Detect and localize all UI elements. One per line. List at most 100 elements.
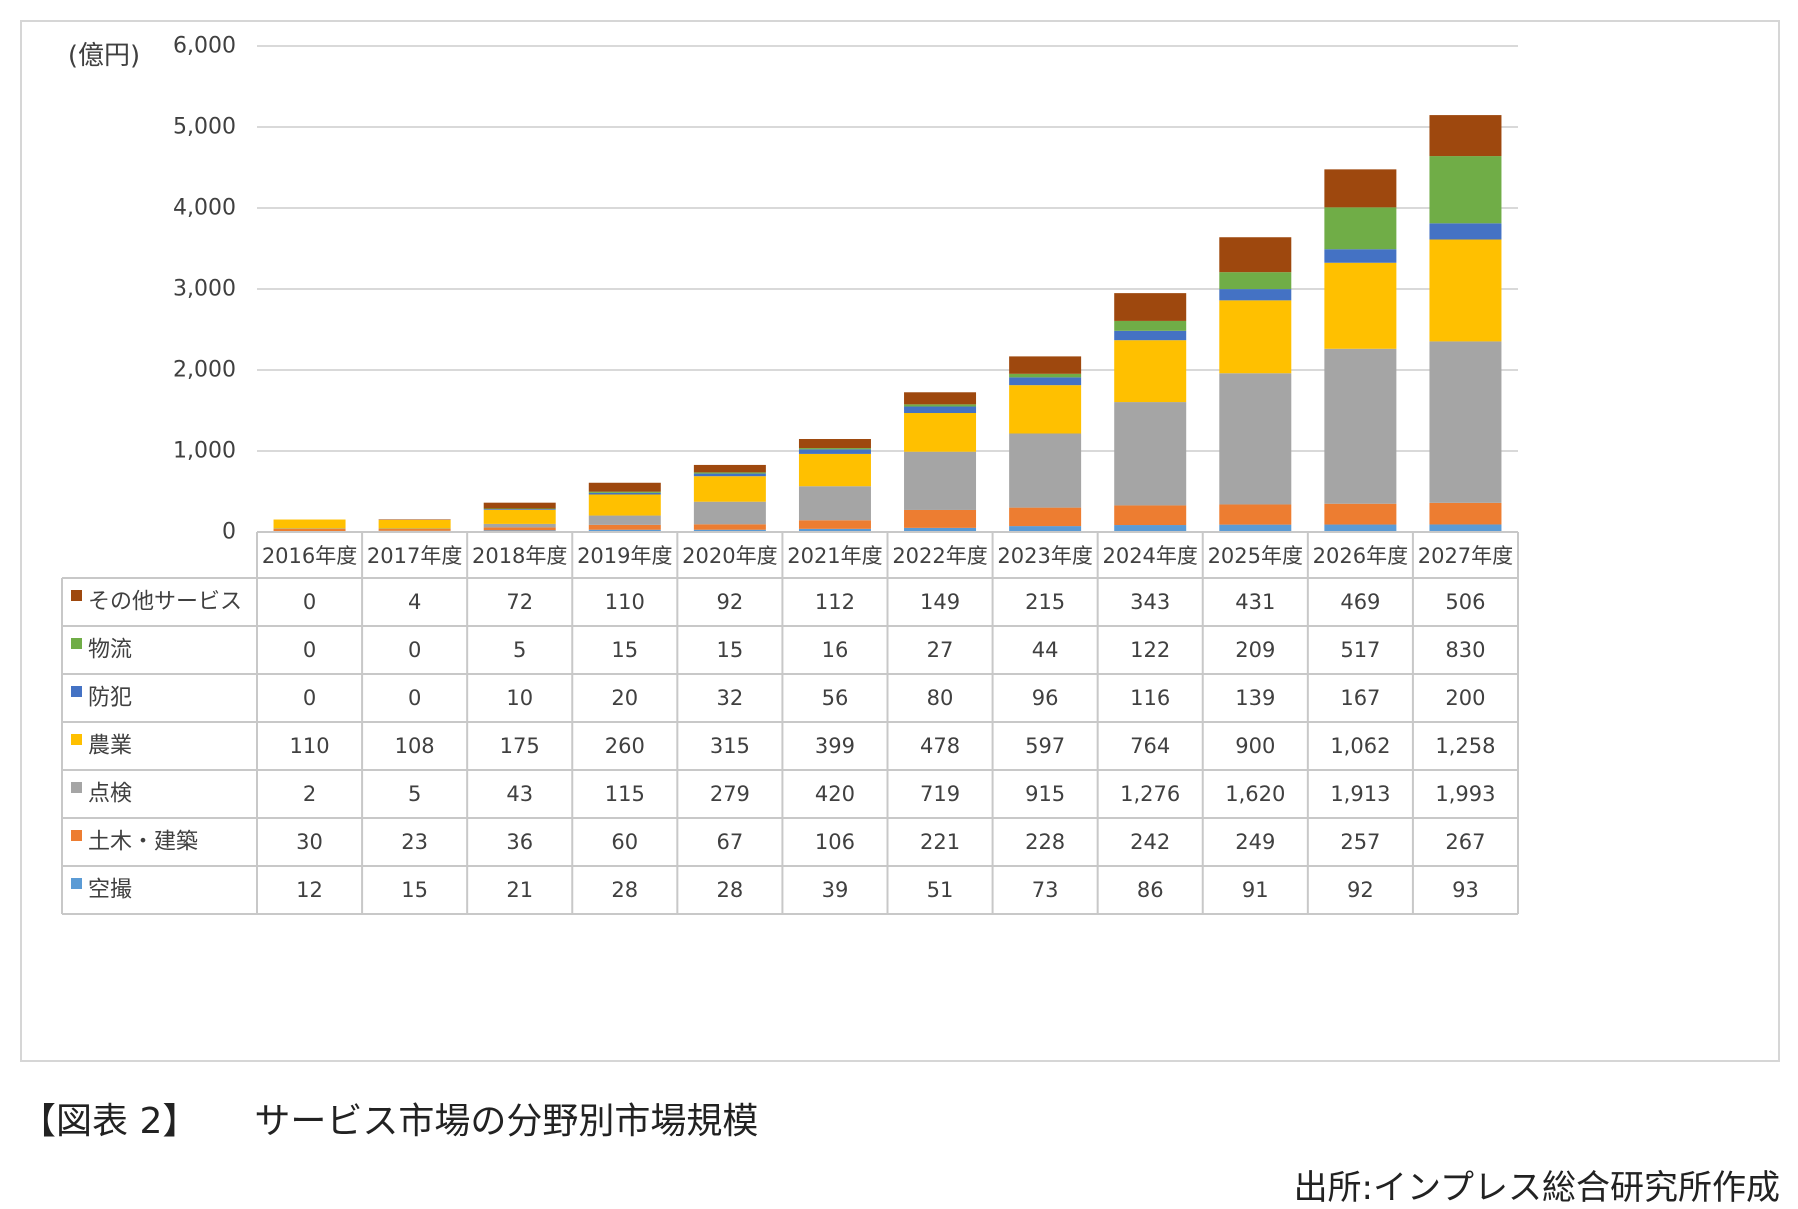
bar-segment xyxy=(693,524,766,530)
bar-segment xyxy=(798,453,871,487)
bar-segment xyxy=(588,491,661,493)
table-cell-value: 72 xyxy=(506,590,533,614)
bar-segment xyxy=(1429,223,1502,240)
table-cell-value: 115 xyxy=(605,782,645,806)
bar-segment xyxy=(693,476,766,502)
table-cell-value: 209 xyxy=(1235,638,1275,662)
bar-segment xyxy=(588,492,661,495)
bar-segment xyxy=(693,473,766,477)
table-cell-value: 431 xyxy=(1235,590,1275,614)
table-cell-value: 215 xyxy=(1025,590,1065,614)
bar-segment xyxy=(483,508,556,510)
table-cell-value: 279 xyxy=(710,782,750,806)
table-cell-value: 469 xyxy=(1340,590,1380,614)
y-tick-label: 2,000 xyxy=(173,358,236,383)
table-cell-value: 110 xyxy=(605,590,645,614)
bar-segment xyxy=(483,523,556,528)
bar-segment xyxy=(798,439,871,449)
y-tick-label: 1,000 xyxy=(173,439,236,464)
table-cell-value: 110 xyxy=(289,734,329,758)
bar-segment xyxy=(798,448,871,450)
legend-label: 点検 xyxy=(88,782,132,807)
table-cell-value: 116 xyxy=(1130,686,1170,710)
x-category-label: 2021年度 xyxy=(787,544,882,568)
bar-segment xyxy=(798,486,871,521)
x-category-label: 2016年度 xyxy=(262,544,357,568)
y-tick-label: 5,000 xyxy=(173,115,236,140)
bar-segment xyxy=(1009,377,1082,386)
table-cell-value: 399 xyxy=(815,734,855,758)
bar-segment xyxy=(904,527,977,532)
table-cell-value: 1,258 xyxy=(1435,734,1495,758)
table-cell-value: 73 xyxy=(1032,878,1059,902)
bar-segment xyxy=(1114,505,1187,526)
table-cell-value: 15 xyxy=(611,638,638,662)
table-cell-value: 32 xyxy=(717,686,744,710)
bar-segment xyxy=(378,519,451,520)
table-cell-value: 108 xyxy=(395,734,435,758)
legend-label: その他サービス xyxy=(88,590,242,615)
figure-title: サービス市場の分野別市場規模 xyxy=(254,1101,759,1142)
table-cell-value: 139 xyxy=(1235,686,1275,710)
y-tick-label: 6,000 xyxy=(173,34,236,59)
table-cell-value: 96 xyxy=(1032,686,1059,710)
table-cell-value: 478 xyxy=(920,734,960,758)
bar-segment xyxy=(1429,341,1502,503)
table-cell-value: 16 xyxy=(822,638,849,662)
table-cell-value: 91 xyxy=(1242,878,1269,902)
bar-segment xyxy=(1114,320,1187,331)
bar-segment xyxy=(1009,507,1082,527)
stacked-bar-chart: (億円) 0 1,000 2,000 3,000 4,000 5,000 6,000 2016年… xyxy=(61,34,1519,915)
bar-segment xyxy=(1219,300,1292,374)
table-cell-value: 1,993 xyxy=(1435,782,1495,806)
table-cell-value: 39 xyxy=(822,878,849,902)
table-cell-value: 175 xyxy=(500,734,540,758)
bar-segment xyxy=(1429,115,1502,157)
bar-segment xyxy=(693,501,766,525)
table-cell-value: 242 xyxy=(1130,830,1170,854)
x-category-label: 2017年度 xyxy=(367,544,462,568)
bar-segment xyxy=(1219,237,1292,273)
table-cell-value: 122 xyxy=(1130,638,1170,662)
bar-segment xyxy=(378,528,451,531)
table-cell-value: 1,913 xyxy=(1330,782,1390,806)
bar-segment xyxy=(1009,433,1082,508)
table-cell-value: 28 xyxy=(611,878,638,902)
bar-segment xyxy=(693,529,766,532)
x-category-label: 2024年度 xyxy=(1102,544,1197,568)
bar-segment xyxy=(483,509,556,524)
table-cell-value: 506 xyxy=(1445,590,1485,614)
bar-segment xyxy=(904,406,977,414)
legend-swatch xyxy=(71,590,82,601)
table-cell-value: 20 xyxy=(611,686,638,710)
table-cell-value: 15 xyxy=(717,638,744,662)
x-category-label: 2026年度 xyxy=(1313,544,1408,568)
legend-swatch xyxy=(71,734,82,745)
y-tick-label: 0 xyxy=(222,520,236,545)
table-cell-value: 0 xyxy=(303,686,316,710)
bar-segment xyxy=(588,529,661,532)
bar-segment xyxy=(798,528,871,532)
bar-segment xyxy=(588,515,661,525)
legend-swatch xyxy=(71,686,82,697)
bar-segment xyxy=(904,392,977,405)
table-cell-value: 1,276 xyxy=(1120,782,1180,806)
table-cell-value: 21 xyxy=(506,878,533,902)
table-cell-value: 12 xyxy=(296,878,323,902)
table-cell-value: 249 xyxy=(1235,830,1275,854)
legend-label: 土木・建築 xyxy=(88,830,198,855)
bar-segment xyxy=(1324,169,1397,208)
bar-segment xyxy=(1429,239,1502,342)
table-cell-value: 10 xyxy=(506,686,533,710)
table-cell-value: 4 xyxy=(408,590,421,614)
bar-segment xyxy=(588,494,661,516)
table-cell-value: 28 xyxy=(717,878,744,902)
bar-segment xyxy=(1324,262,1397,349)
bar-segment xyxy=(588,482,661,492)
bar-segment xyxy=(904,404,977,407)
y-tick-label: 3,000 xyxy=(173,277,236,302)
table-cell-value: 915 xyxy=(1025,782,1065,806)
x-category-label: 2018年度 xyxy=(472,544,567,568)
legend-swatch xyxy=(71,638,82,649)
bar-segment xyxy=(483,502,556,509)
